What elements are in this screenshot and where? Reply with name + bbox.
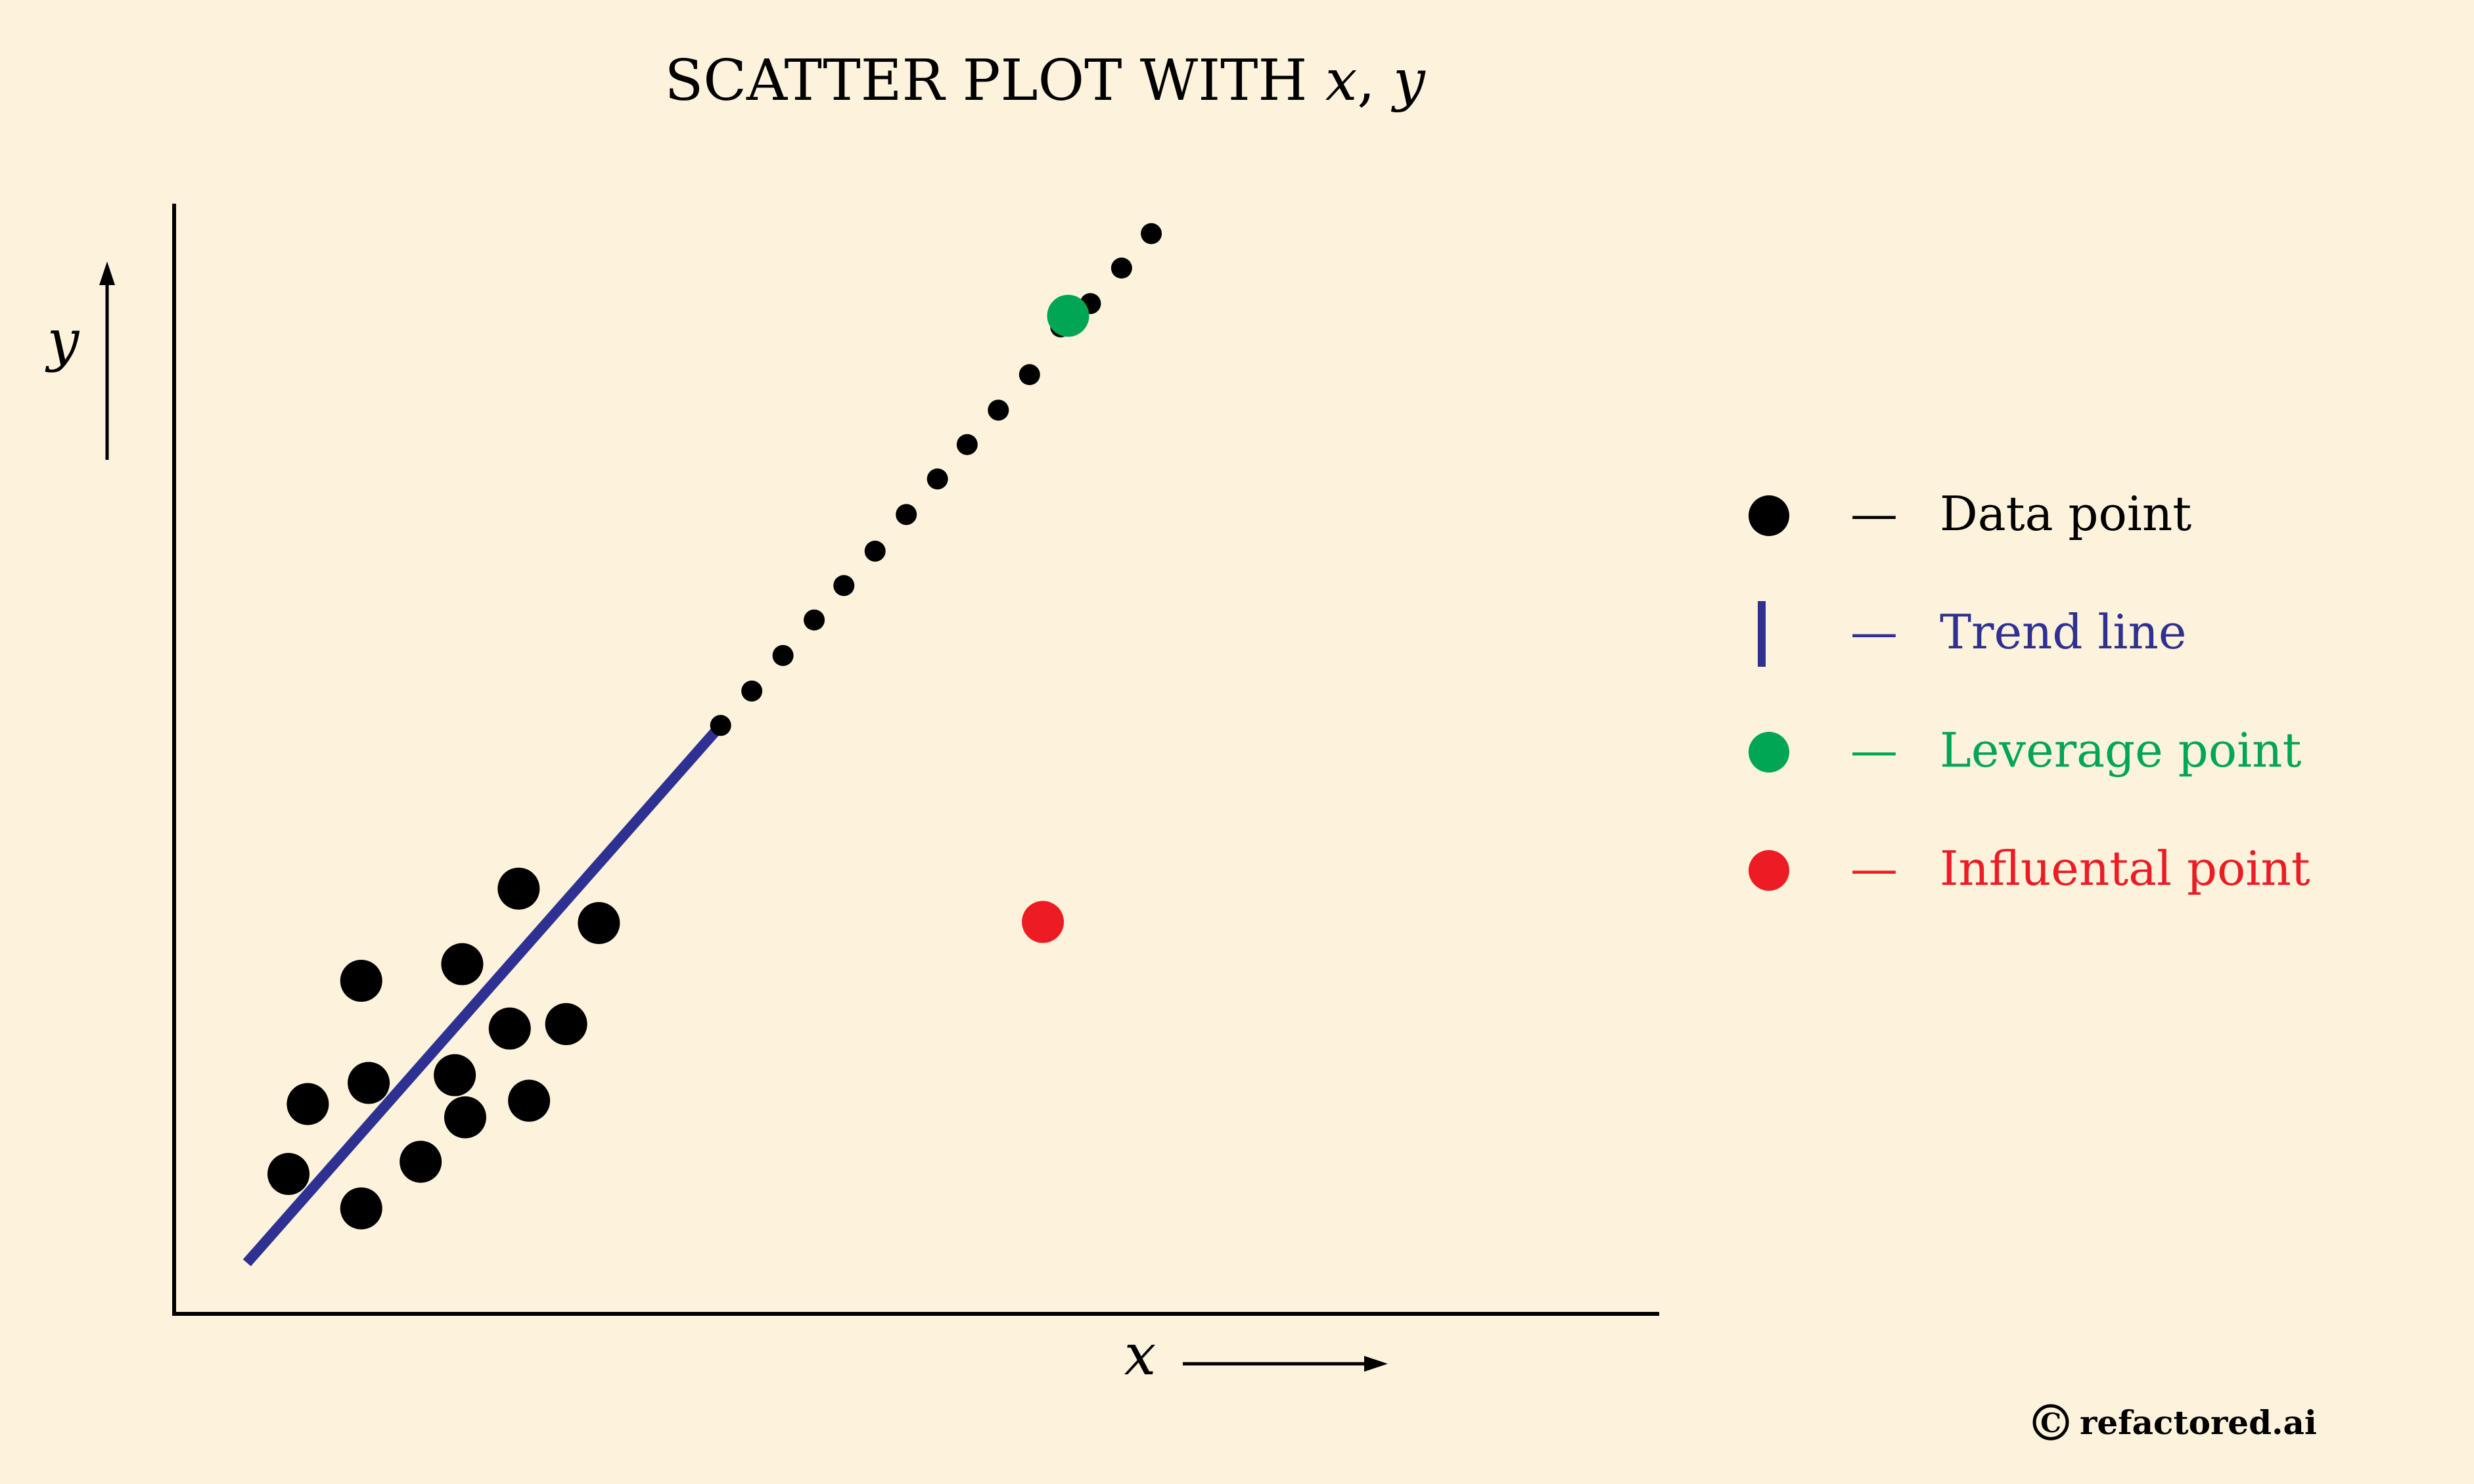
- legend-label: Data point: [1940, 486, 2191, 541]
- data-point: [578, 902, 620, 945]
- legend-item: — Trend line: [1758, 601, 2186, 667]
- legend-dash: —: [1850, 723, 1898, 778]
- data-point: [340, 1187, 382, 1230]
- data-point: [1141, 223, 1162, 244]
- data-point: [545, 1002, 587, 1045]
- data-point: [1019, 364, 1040, 386]
- data-point: [400, 1140, 442, 1183]
- credit-text: refactored.ai: [2080, 1403, 2317, 1442]
- data-point: [864, 540, 886, 562]
- data-point: [497, 867, 540, 910]
- plot-area: [242, 223, 1162, 1267]
- y-axis-label: y: [45, 308, 80, 374]
- chart-title-separator: ,: [1357, 48, 1393, 114]
- data-point: [348, 1062, 390, 1104]
- data-point: [896, 504, 917, 526]
- chart-title: SCATTER PLOT WITH x, y: [664, 48, 1426, 114]
- chart-title-x: x: [1325, 48, 1358, 114]
- data-point: [488, 1007, 531, 1050]
- legend-item: — Data point: [1749, 486, 2191, 541]
- leverage-point: [1047, 294, 1089, 337]
- data-point: [441, 943, 484, 985]
- data-point: [267, 1153, 310, 1196]
- legend-marker-dot: [1749, 732, 1789, 773]
- credit: C refactored.ai: [2032, 1403, 2317, 1442]
- legend: — Data point — Trend line — Leverage point — In…: [1749, 486, 2310, 896]
- data-point: [340, 960, 382, 1002]
- legend-label: Influental point: [1940, 841, 2310, 896]
- data-point: [927, 468, 948, 490]
- legend-label: Trend line: [1940, 604, 2186, 660]
- copyright-icon: [2032, 1404, 2069, 1441]
- legend-marker-dot: [1749, 495, 1789, 536]
- data-point: [772, 644, 794, 666]
- chart-title-y: y: [1390, 48, 1426, 114]
- legend-dash: —: [1850, 486, 1898, 541]
- trend-line: [242, 722, 725, 1267]
- legend-marker-dot: [1749, 850, 1789, 891]
- legend-item: — Leverage point: [1749, 723, 2301, 778]
- legend-item: — Influental point: [1749, 841, 2310, 896]
- data-point: [833, 575, 855, 596]
- legend-dash: —: [1850, 841, 1898, 896]
- legend-label: Leverage point: [1940, 723, 2301, 778]
- influential-point: [1022, 901, 1065, 943]
- x-axis-arrow-head: [1364, 1356, 1388, 1372]
- data-point: [988, 399, 1009, 421]
- copyright-symbol: C: [2040, 1408, 2061, 1439]
- x-axis-label: x: [1124, 1322, 1157, 1388]
- data-point: [710, 715, 731, 736]
- data-point: [444, 1096, 486, 1138]
- data-point: [1111, 258, 1132, 279]
- chart-title-prefix: SCATTER PLOT WITH: [664, 48, 1325, 114]
- data-point: [804, 609, 825, 631]
- data-point: [956, 434, 978, 455]
- data-point: [286, 1083, 329, 1125]
- data-point: [508, 1079, 551, 1122]
- data-point: [434, 1054, 476, 1096]
- data-point: [741, 680, 763, 702]
- y-axis-arrow-head: [99, 261, 115, 285]
- legend-dash: —: [1850, 604, 1898, 660]
